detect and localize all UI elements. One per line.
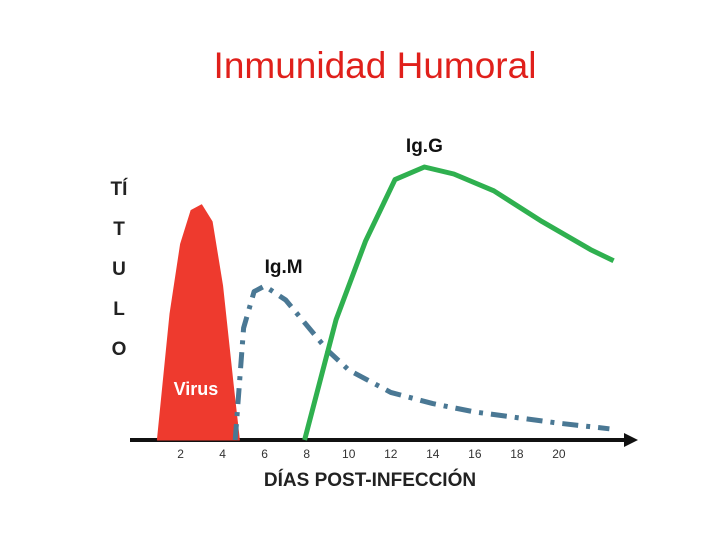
y-axis-label: TÍTULO (110, 179, 128, 360)
series-label: Ig.M (265, 257, 303, 278)
series-label: Virus (174, 379, 219, 399)
x-tick-label: 16 (468, 447, 482, 461)
line (232, 283, 610, 441)
x-tick-label: 18 (510, 447, 524, 461)
x-tick-label: 8 (303, 447, 310, 461)
x-tick-label: 4 (219, 447, 226, 461)
x-axis-label: DÍAS POST-INFECCIÓN (264, 469, 476, 491)
x-tick-label: 10 (342, 447, 356, 461)
series-label: Ig.G (406, 136, 443, 157)
x-tick-label: 20 (552, 447, 566, 461)
axis-arrow (624, 433, 638, 447)
x-tick-label: 12 (384, 447, 398, 461)
area (156, 204, 240, 441)
line (302, 164, 615, 441)
x-tick-label: 6 (261, 447, 268, 461)
chart-title: Inmunidad Humoral (214, 45, 537, 86)
x-tick-label: 14 (426, 447, 440, 461)
x-tick-label: 2 (177, 447, 184, 461)
